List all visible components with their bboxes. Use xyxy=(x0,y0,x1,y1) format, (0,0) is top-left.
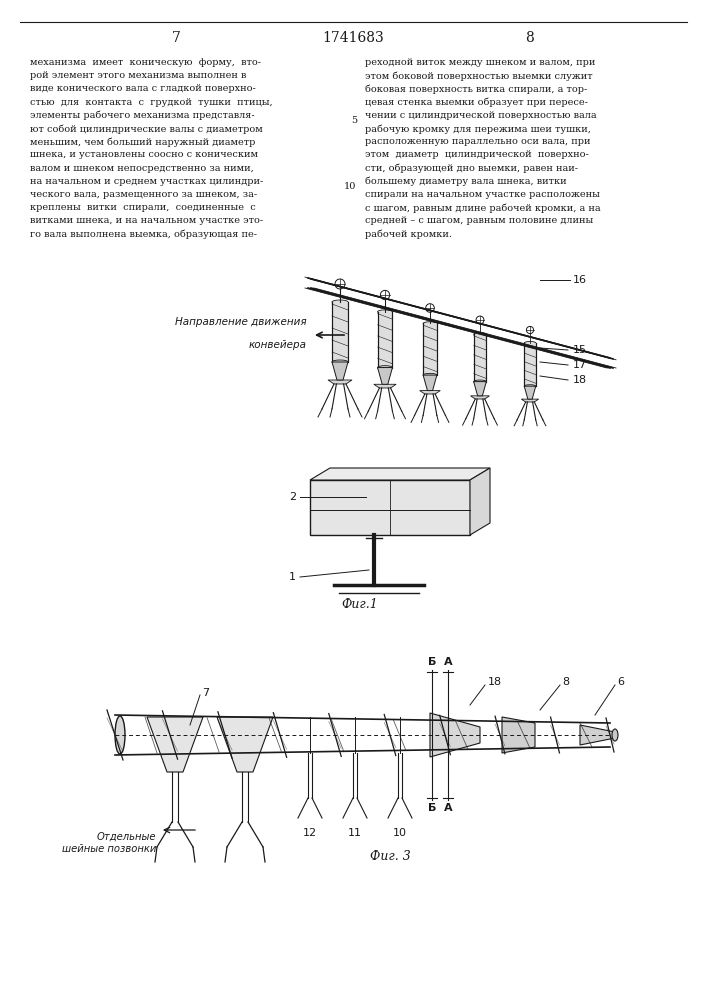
Text: валом и шнеком непосредственно за ними,: валом и шнеком непосредственно за ними, xyxy=(30,164,254,173)
Text: расположенную параллельно оси вала, при: расположенную параллельно оси вала, при xyxy=(365,137,590,146)
Ellipse shape xyxy=(378,310,392,314)
Ellipse shape xyxy=(612,729,618,741)
Bar xyxy=(310,480,470,535)
Text: 2: 2 xyxy=(289,491,296,502)
Polygon shape xyxy=(332,362,348,380)
Text: сти, образующей дно выемки, равен наи-: сти, образующей дно выемки, равен наи- xyxy=(365,164,578,173)
Polygon shape xyxy=(521,399,539,402)
Polygon shape xyxy=(524,386,536,399)
Polygon shape xyxy=(423,375,437,391)
Text: креплены  витки  спирали,  соединенные  с: креплены витки спирали, соединенные с xyxy=(30,203,256,212)
Text: 10: 10 xyxy=(344,182,356,191)
Text: этом боковой поверхностью выемки служит: этом боковой поверхностью выемки служит xyxy=(365,71,592,81)
Ellipse shape xyxy=(423,373,437,377)
Text: цевая стенка выемки образует при пересе-: цевая стенка выемки образует при пересе- xyxy=(365,98,588,107)
Text: Фиг. 3: Фиг. 3 xyxy=(370,850,410,863)
Text: рабочую кромку для пережима шеи тушки,: рабочую кромку для пережима шеи тушки, xyxy=(365,124,591,133)
Text: боковая поверхность витка спирали, а тор-: боковая поверхность витка спирали, а тор… xyxy=(365,84,588,94)
Polygon shape xyxy=(430,713,480,757)
Bar xyxy=(332,302,348,362)
Text: 7: 7 xyxy=(172,31,180,45)
Text: витками шнека, и на начальном участке это-: витками шнека, и на начальном участке эт… xyxy=(30,216,263,225)
Text: 8: 8 xyxy=(525,31,534,45)
Text: на начальном и среднем участках цилиндри-: на начальном и среднем участках цилиндри… xyxy=(30,177,263,186)
Polygon shape xyxy=(420,391,440,394)
Bar xyxy=(423,323,437,375)
Text: 6: 6 xyxy=(617,677,624,687)
Text: спирали на начальном участке расположены: спирали на начальном участке расположены xyxy=(365,190,600,199)
Text: 10: 10 xyxy=(393,828,407,838)
Polygon shape xyxy=(471,396,489,399)
Polygon shape xyxy=(147,717,203,772)
Ellipse shape xyxy=(378,366,392,369)
Text: ческого вала, размещенного за шнеком, за-: ческого вала, размещенного за шнеком, за… xyxy=(30,190,257,199)
Text: средней – с шагом, равным половине длины: средней – с шагом, равным половине длины xyxy=(365,216,593,225)
Ellipse shape xyxy=(115,716,125,754)
Text: шнека, и установлены соосно с коническим: шнека, и установлены соосно с коническим xyxy=(30,150,258,159)
Text: этом  диаметр  цилиндрической  поверхно-: этом диаметр цилиндрической поверхно- xyxy=(365,150,589,159)
Text: виде конического вала с гладкой поверхно-: виде конического вала с гладкой поверхно… xyxy=(30,84,256,93)
Text: 18: 18 xyxy=(488,677,502,687)
Text: Отдельные
шейные позвонки: Отдельные шейные позвонки xyxy=(62,832,156,854)
Polygon shape xyxy=(310,468,490,480)
Polygon shape xyxy=(328,380,352,384)
Ellipse shape xyxy=(524,342,536,344)
Bar xyxy=(378,312,392,368)
Text: меньшим, чем больший наружный диаметр: меньшим, чем больший наружный диаметр xyxy=(30,137,255,147)
Text: 11: 11 xyxy=(348,828,362,838)
Ellipse shape xyxy=(332,300,348,304)
Text: элементы рабочего механизма представля-: элементы рабочего механизма представля- xyxy=(30,111,255,120)
Polygon shape xyxy=(378,368,392,384)
Text: конвейера: конвейера xyxy=(249,340,307,350)
Text: 1: 1 xyxy=(289,572,296,582)
Polygon shape xyxy=(374,384,396,388)
Ellipse shape xyxy=(423,322,437,325)
Ellipse shape xyxy=(332,360,348,364)
Text: го вала выполнена выемка, образующая пе-: го вала выполнена выемка, образующая пе- xyxy=(30,230,257,239)
Text: А: А xyxy=(444,803,452,813)
Polygon shape xyxy=(580,725,615,745)
Text: 16: 16 xyxy=(573,275,587,285)
Text: 7: 7 xyxy=(202,688,209,698)
Text: рабочей кромки.: рабочей кромки. xyxy=(365,230,452,239)
Text: рой элемент этого механизма выполнен в: рой элемент этого механизма выполнен в xyxy=(30,71,246,80)
Text: 1741683: 1741683 xyxy=(322,31,384,45)
Bar xyxy=(524,343,536,386)
Ellipse shape xyxy=(474,333,486,336)
Polygon shape xyxy=(474,382,486,396)
Text: 15: 15 xyxy=(573,345,587,355)
Text: ют собой цилиндрические валы с диаметром: ют собой цилиндрические валы с диаметром xyxy=(30,124,263,133)
Text: Фиг.1: Фиг.1 xyxy=(341,598,378,611)
Text: большему диаметру вала шнека, витки: большему диаметру вала шнека, витки xyxy=(365,177,566,186)
Text: 17: 17 xyxy=(573,360,587,370)
Text: 8: 8 xyxy=(562,677,569,687)
Text: А: А xyxy=(444,657,452,667)
Polygon shape xyxy=(470,468,490,535)
Text: Б: Б xyxy=(428,803,436,813)
Text: 5: 5 xyxy=(351,116,357,125)
Text: 12: 12 xyxy=(303,828,317,838)
Bar xyxy=(474,334,486,382)
Polygon shape xyxy=(217,717,273,772)
Text: с шагом, равным длине рабочей кромки, а на: с шагом, равным длине рабочей кромки, а … xyxy=(365,203,601,213)
Ellipse shape xyxy=(524,385,536,388)
Text: механизма  имеет  коническую  форму,  вто-: механизма имеет коническую форму, вто- xyxy=(30,58,261,67)
Text: Б: Б xyxy=(428,657,436,667)
Text: реходной виток между шнеком и валом, при: реходной виток между шнеком и валом, при xyxy=(365,58,595,67)
Ellipse shape xyxy=(474,380,486,383)
Text: 18: 18 xyxy=(573,375,587,385)
Text: Направление движения: Направление движения xyxy=(175,317,307,327)
Polygon shape xyxy=(502,717,535,753)
Text: стью  для  контакта  с  грудкой  тушки  птицы,: стью для контакта с грудкой тушки птицы, xyxy=(30,98,273,107)
Text: чении с цилиндрической поверхностью вала: чении с цилиндрической поверхностью вала xyxy=(365,111,597,120)
